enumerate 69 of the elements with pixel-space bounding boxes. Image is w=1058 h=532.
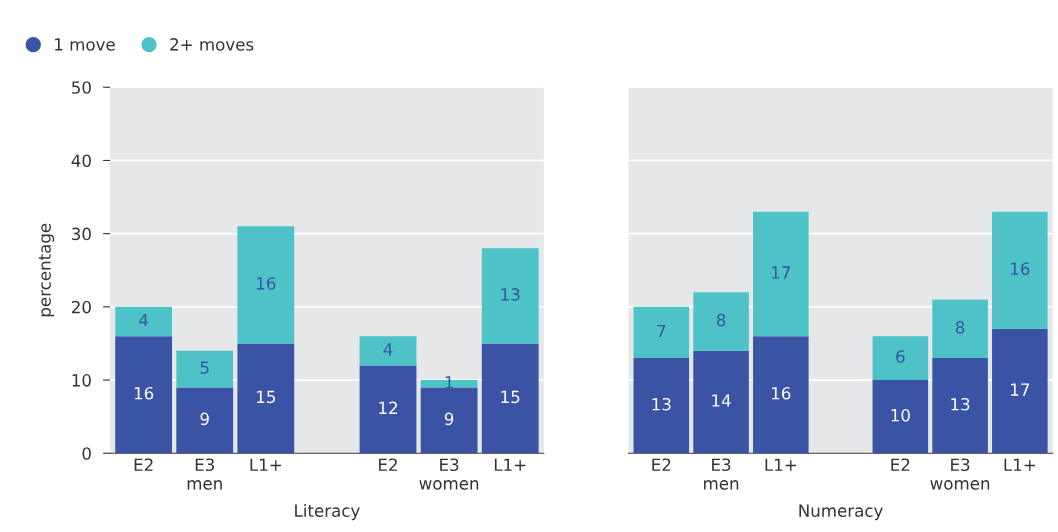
bar	[753, 336, 809, 454]
bar	[932, 358, 988, 454]
data-label: 12	[379, 401, 397, 414]
legend-label: 1 move	[55, 38, 115, 51]
bar	[359, 365, 417, 454]
bar	[115, 306, 173, 337]
y-tick-label: 20	[71, 300, 91, 314]
data-label: 13	[501, 288, 520, 301]
bar	[420, 387, 478, 454]
y-tick-label: 0	[82, 447, 91, 460]
bar	[481, 248, 539, 344]
data-label: 9	[200, 412, 209, 426]
bar	[633, 358, 690, 454]
data-label: 16	[134, 386, 154, 400]
x-tick-label: L1+	[250, 458, 281, 471]
data-label: 4	[383, 343, 393, 356]
data-label: 17	[1011, 383, 1030, 396]
y-tick-label: 40	[71, 154, 91, 168]
data-label: 17	[772, 266, 791, 279]
x-tick-label: E3 men	[187, 458, 222, 490]
x-tick-label: L1+	[765, 458, 796, 471]
y-tick-label: 30	[72, 227, 91, 241]
x-tick-label: E2	[891, 458, 910, 471]
x-axis-title: Literacy	[295, 504, 360, 521]
bar	[753, 211, 809, 337]
bar	[693, 350, 749, 454]
bar	[932, 299, 988, 359]
data-label: 7	[657, 324, 666, 338]
data-label: 13	[652, 397, 671, 411]
bar	[693, 292, 749, 351]
y-tick-label: 10	[72, 374, 91, 387]
bar	[633, 306, 690, 359]
data-label: 10	[891, 408, 910, 422]
bar	[872, 336, 929, 381]
bar	[359, 336, 417, 366]
data-label: 8	[955, 321, 965, 334]
x-axis-title: Numeracy	[799, 504, 883, 521]
data-label: 4	[139, 313, 148, 327]
bar	[115, 336, 173, 454]
bar	[481, 343, 539, 454]
x-tick-label: E3 women	[419, 458, 479, 490]
data-label: 16	[1011, 262, 1030, 276]
data-label: 16	[257, 277, 276, 290]
data-label: 14	[712, 394, 731, 407]
x-tick-label: L1+	[1004, 458, 1035, 471]
x-tick-label: E2	[379, 458, 397, 471]
data-label: 16	[772, 386, 791, 400]
data-label: 15	[257, 390, 275, 404]
bar	[237, 343, 295, 454]
x-tick-label: E3 men	[704, 458, 739, 490]
y-tick-label: 50	[72, 81, 91, 94]
x-tick-label: E2	[134, 458, 153, 471]
data-label: 8	[716, 313, 726, 327]
bar	[176, 387, 234, 454]
x-tick-label: E2	[652, 458, 671, 471]
bar	[176, 350, 234, 388]
data-label: 9	[444, 412, 454, 426]
data-label: 15	[501, 390, 520, 404]
x-tick-label: L1+	[494, 458, 526, 471]
bar	[992, 328, 1048, 454]
bar	[872, 380, 929, 454]
legend-label: 2+ moves	[170, 38, 254, 51]
x-tick-label: E3 women	[930, 458, 990, 490]
data-label: 13	[951, 397, 970, 411]
bar	[992, 211, 1048, 329]
y-axis-title: percentage	[38, 223, 55, 317]
data-label: 6	[896, 350, 905, 363]
bar	[237, 226, 295, 344]
data-label: 5	[200, 361, 209, 374]
